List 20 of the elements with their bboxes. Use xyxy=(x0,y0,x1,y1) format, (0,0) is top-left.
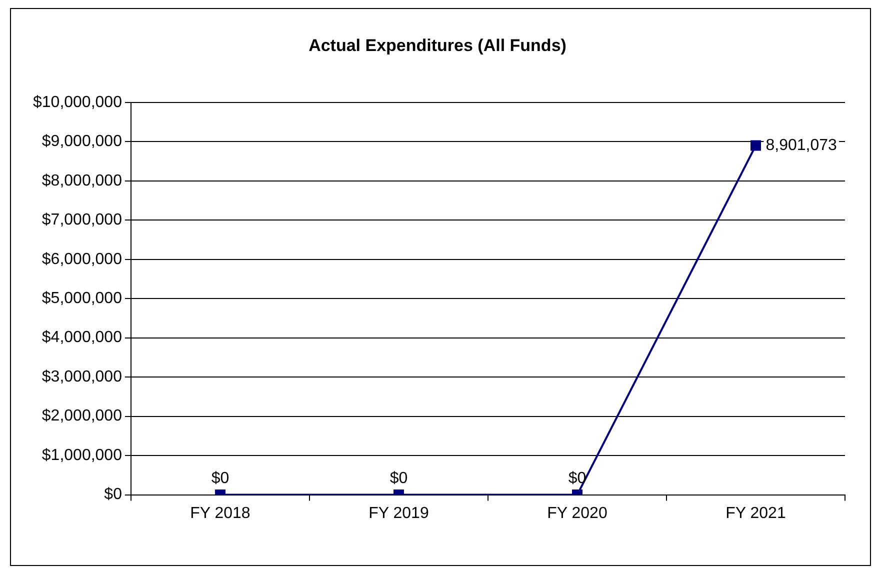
data-label: $0 xyxy=(211,470,230,488)
data-label: $0 xyxy=(390,470,408,488)
chart-title: Actual Expenditures (All Funds) xyxy=(308,36,566,55)
y-tick-label: $4,000,000 xyxy=(42,329,122,346)
y-tick-label: $9,000,000 xyxy=(42,133,122,150)
x-tick-label: FY 2019 xyxy=(368,504,429,522)
x-tick-label: FY 2021 xyxy=(726,504,786,522)
x-tick-label: FY 2020 xyxy=(547,504,608,522)
y-tick-label: $5,000,000 xyxy=(42,290,122,308)
y-tick-label: $7,000,000 xyxy=(42,212,122,229)
y-tick-label: $1,000,000 xyxy=(42,446,122,464)
y-tick-label: $3,000,000 xyxy=(42,368,122,386)
y-tick-label: $0 xyxy=(104,486,122,504)
data-label: 8,901,073 xyxy=(766,136,838,154)
x-tick-label: FY 2018 xyxy=(190,504,250,522)
y-tick-label: $2,000,000 xyxy=(42,408,122,425)
data-label: $0 xyxy=(568,470,586,488)
y-tick-label: $10,000,000 xyxy=(32,94,122,111)
y-tick-label: $6,000,000 xyxy=(42,250,122,268)
y-tick-label: $8,000,000 xyxy=(42,172,122,190)
